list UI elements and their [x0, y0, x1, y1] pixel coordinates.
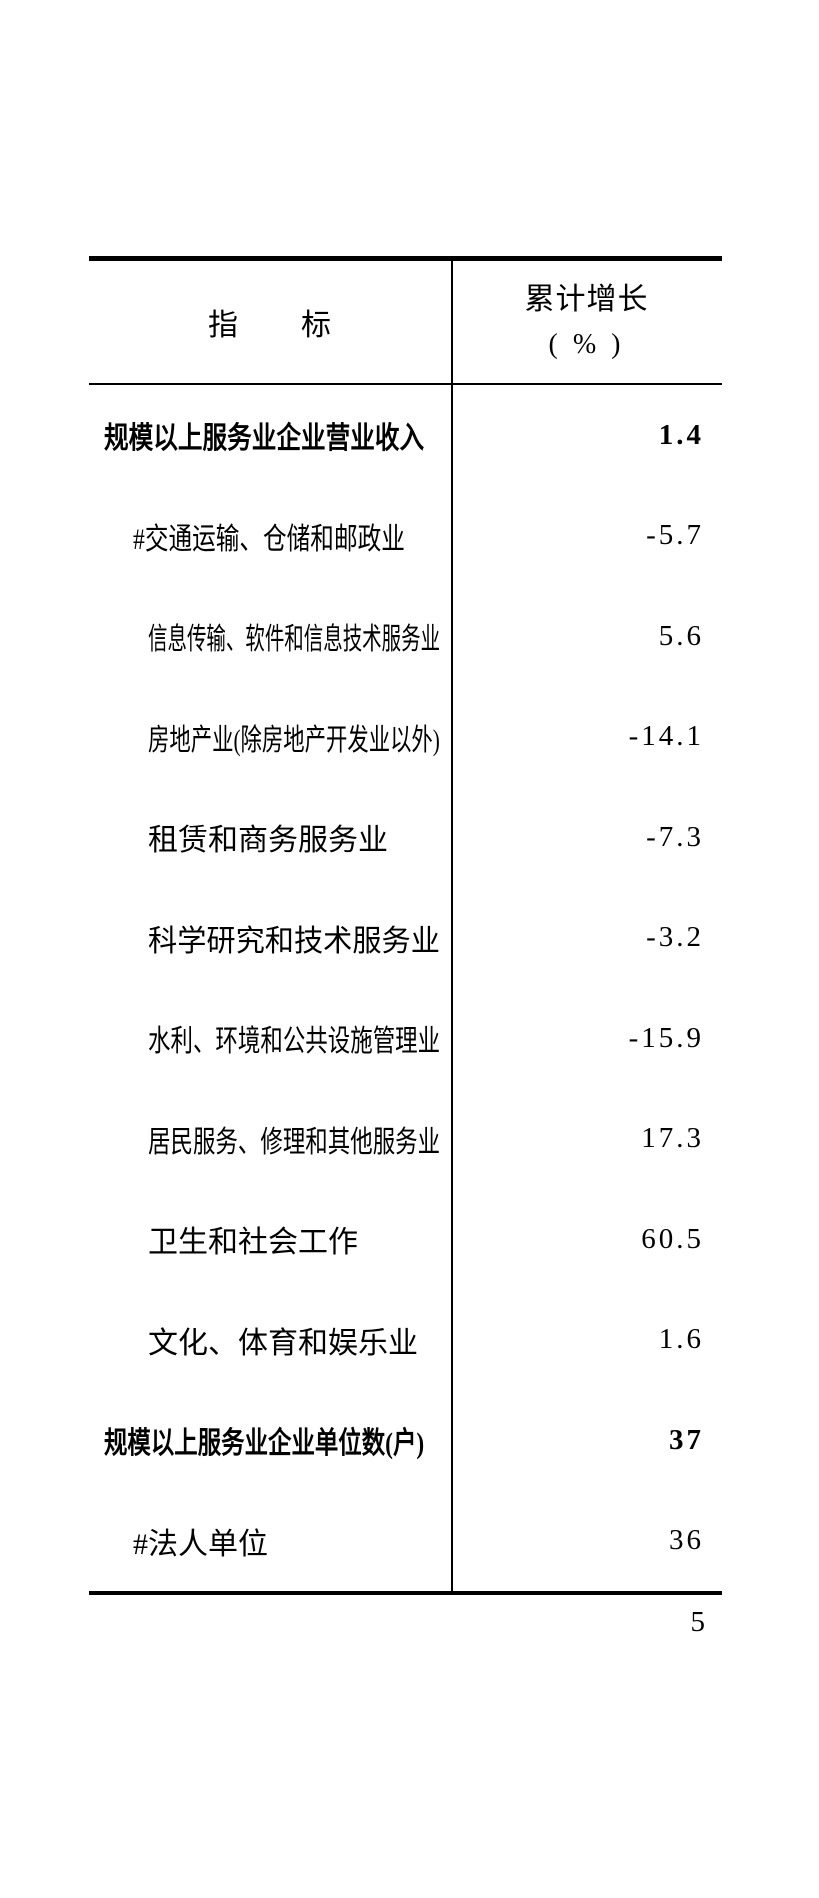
table-row: 居民服务、修理和其他服务业 17.3	[89, 1089, 722, 1190]
indicator-label: 房地产业(除房地产开发业以外)	[148, 723, 440, 757]
indicator-cell: 租赁和商务服务业	[89, 815, 451, 859]
table-row: 房地产业(除房地产开发业以外) -14.1	[89, 687, 722, 788]
indicator-cell: 居民服务、修理和其他服务业	[89, 1117, 451, 1161]
indicator-label: 规模以上服务业企业单位数(户)	[104, 1427, 425, 1461]
growth-value-cell: -5.7	[451, 519, 722, 552]
growth-value-cell: 1.6	[451, 1323, 722, 1356]
table-row: #法人单位 36	[89, 1491, 722, 1592]
page-number: 5	[89, 1606, 706, 1639]
header-indicator-cell: 指 标	[89, 261, 451, 383]
column-divider-rule	[451, 261, 453, 1591]
table-row: #交通运输、仓储和邮政业 -5.7	[89, 486, 722, 587]
indicator-cell: 水利、环境和公共设施管理业	[89, 1016, 451, 1060]
growth-value-cell: 36	[451, 1524, 722, 1557]
growth-value: 1.4	[658, 418, 704, 451]
table-row: 卫生和社会工作 60.5	[89, 1189, 722, 1290]
header-growth-cell: 累计增长 ( % )	[451, 261, 722, 383]
header-growth-label: 累计增长	[524, 283, 649, 316]
indicator-cell: #交通运输、仓储和邮政业	[89, 514, 451, 558]
growth-value-cell: 60.5	[451, 1223, 722, 1256]
indicator-label: 水利、环境和公共设施管理业	[148, 1025, 441, 1059]
growth-value-cell: -7.3	[451, 821, 722, 854]
growth-value: 60.5	[641, 1222, 704, 1255]
growth-value: 5.6	[658, 619, 704, 652]
indicator-label: 卫生和社会工作	[148, 1226, 358, 1260]
growth-value: -7.3	[646, 820, 704, 853]
table-row: 规模以上服务业企业营业收入 1.4	[89, 385, 722, 486]
growth-value: -5.7	[646, 519, 704, 552]
indicator-label: 租赁和商务服务业	[148, 824, 388, 858]
indicator-label: 文化、体育和娱乐业	[148, 1326, 418, 1360]
indicator-cell: 规模以上服务业企业营业收入	[89, 413, 451, 457]
indicator-cell: 科学研究和技术服务业	[89, 916, 451, 960]
table-row: 租赁和商务服务业 -7.3	[89, 787, 722, 888]
growth-value-cell: -15.9	[451, 1022, 722, 1055]
indicator-label: #交通运输、仓储和邮政业	[133, 522, 405, 556]
indicator-label: 规模以上服务业企业营业收入	[104, 422, 425, 456]
growth-value: 1.6	[658, 1323, 704, 1356]
table-body: 规模以上服务业企业营业收入 1.4 #交通运输、仓储和邮政业 -5.7 信息传输…	[89, 385, 722, 1591]
indicator-label: 信息传输、软件和信息技术服务业	[148, 623, 441, 657]
table-row: 文化、体育和娱乐业 1.6	[89, 1290, 722, 1391]
table-row: 科学研究和技术服务业 -3.2	[89, 888, 722, 989]
growth-value-cell: -3.2	[451, 921, 722, 954]
table-row: 规模以上服务业企业单位数(户) 37	[89, 1390, 722, 1491]
table-row: 水利、环境和公共设施管理业 -15.9	[89, 988, 722, 1089]
indicator-cell: 卫生和社会工作	[89, 1217, 451, 1261]
growth-value: -15.9	[628, 1021, 704, 1054]
growth-value-cell: 17.3	[451, 1122, 722, 1155]
growth-value: 17.3	[641, 1122, 704, 1155]
growth-value: -14.1	[628, 720, 704, 753]
indicator-cell: 规模以上服务业企业单位数(户)	[89, 1418, 451, 1462]
indicator-label: #法人单位	[133, 1527, 268, 1561]
indicator-cell: 文化、体育和娱乐业	[89, 1318, 451, 1362]
growth-value-cell: 5.6	[451, 620, 722, 653]
growth-value-cell: -14.1	[451, 720, 722, 753]
indicator-cell: 信息传输、软件和信息技术服务业	[89, 614, 451, 658]
indicator-label: 科学研究和技术服务业	[148, 924, 440, 958]
header-growth-unit: ( % )	[548, 329, 625, 360]
page-number-value: 5	[690, 1606, 706, 1638]
header-indicator-label: 指 标	[208, 309, 332, 342]
table-row: 信息传输、软件和信息技术服务业 5.6	[89, 586, 722, 687]
indicator-label: 居民服务、修理和其他服务业	[148, 1125, 441, 1159]
growth-value: 36	[669, 1524, 704, 1557]
growth-value: -3.2	[646, 921, 704, 954]
growth-value-cell: 37	[451, 1424, 722, 1457]
indicator-cell: #法人单位	[89, 1519, 451, 1563]
table-header-row: 指 标 累计增长 ( % )	[89, 261, 722, 385]
indicator-cell: 房地产业(除房地产开发业以外)	[89, 715, 451, 759]
growth-value: 37	[669, 1423, 704, 1456]
statistics-table: 指 标 累计增长 ( % ) 规模以上服务业企业营业收入 1.4 #交通运输、仓…	[89, 256, 722, 1595]
growth-value-cell: 1.4	[451, 419, 722, 452]
